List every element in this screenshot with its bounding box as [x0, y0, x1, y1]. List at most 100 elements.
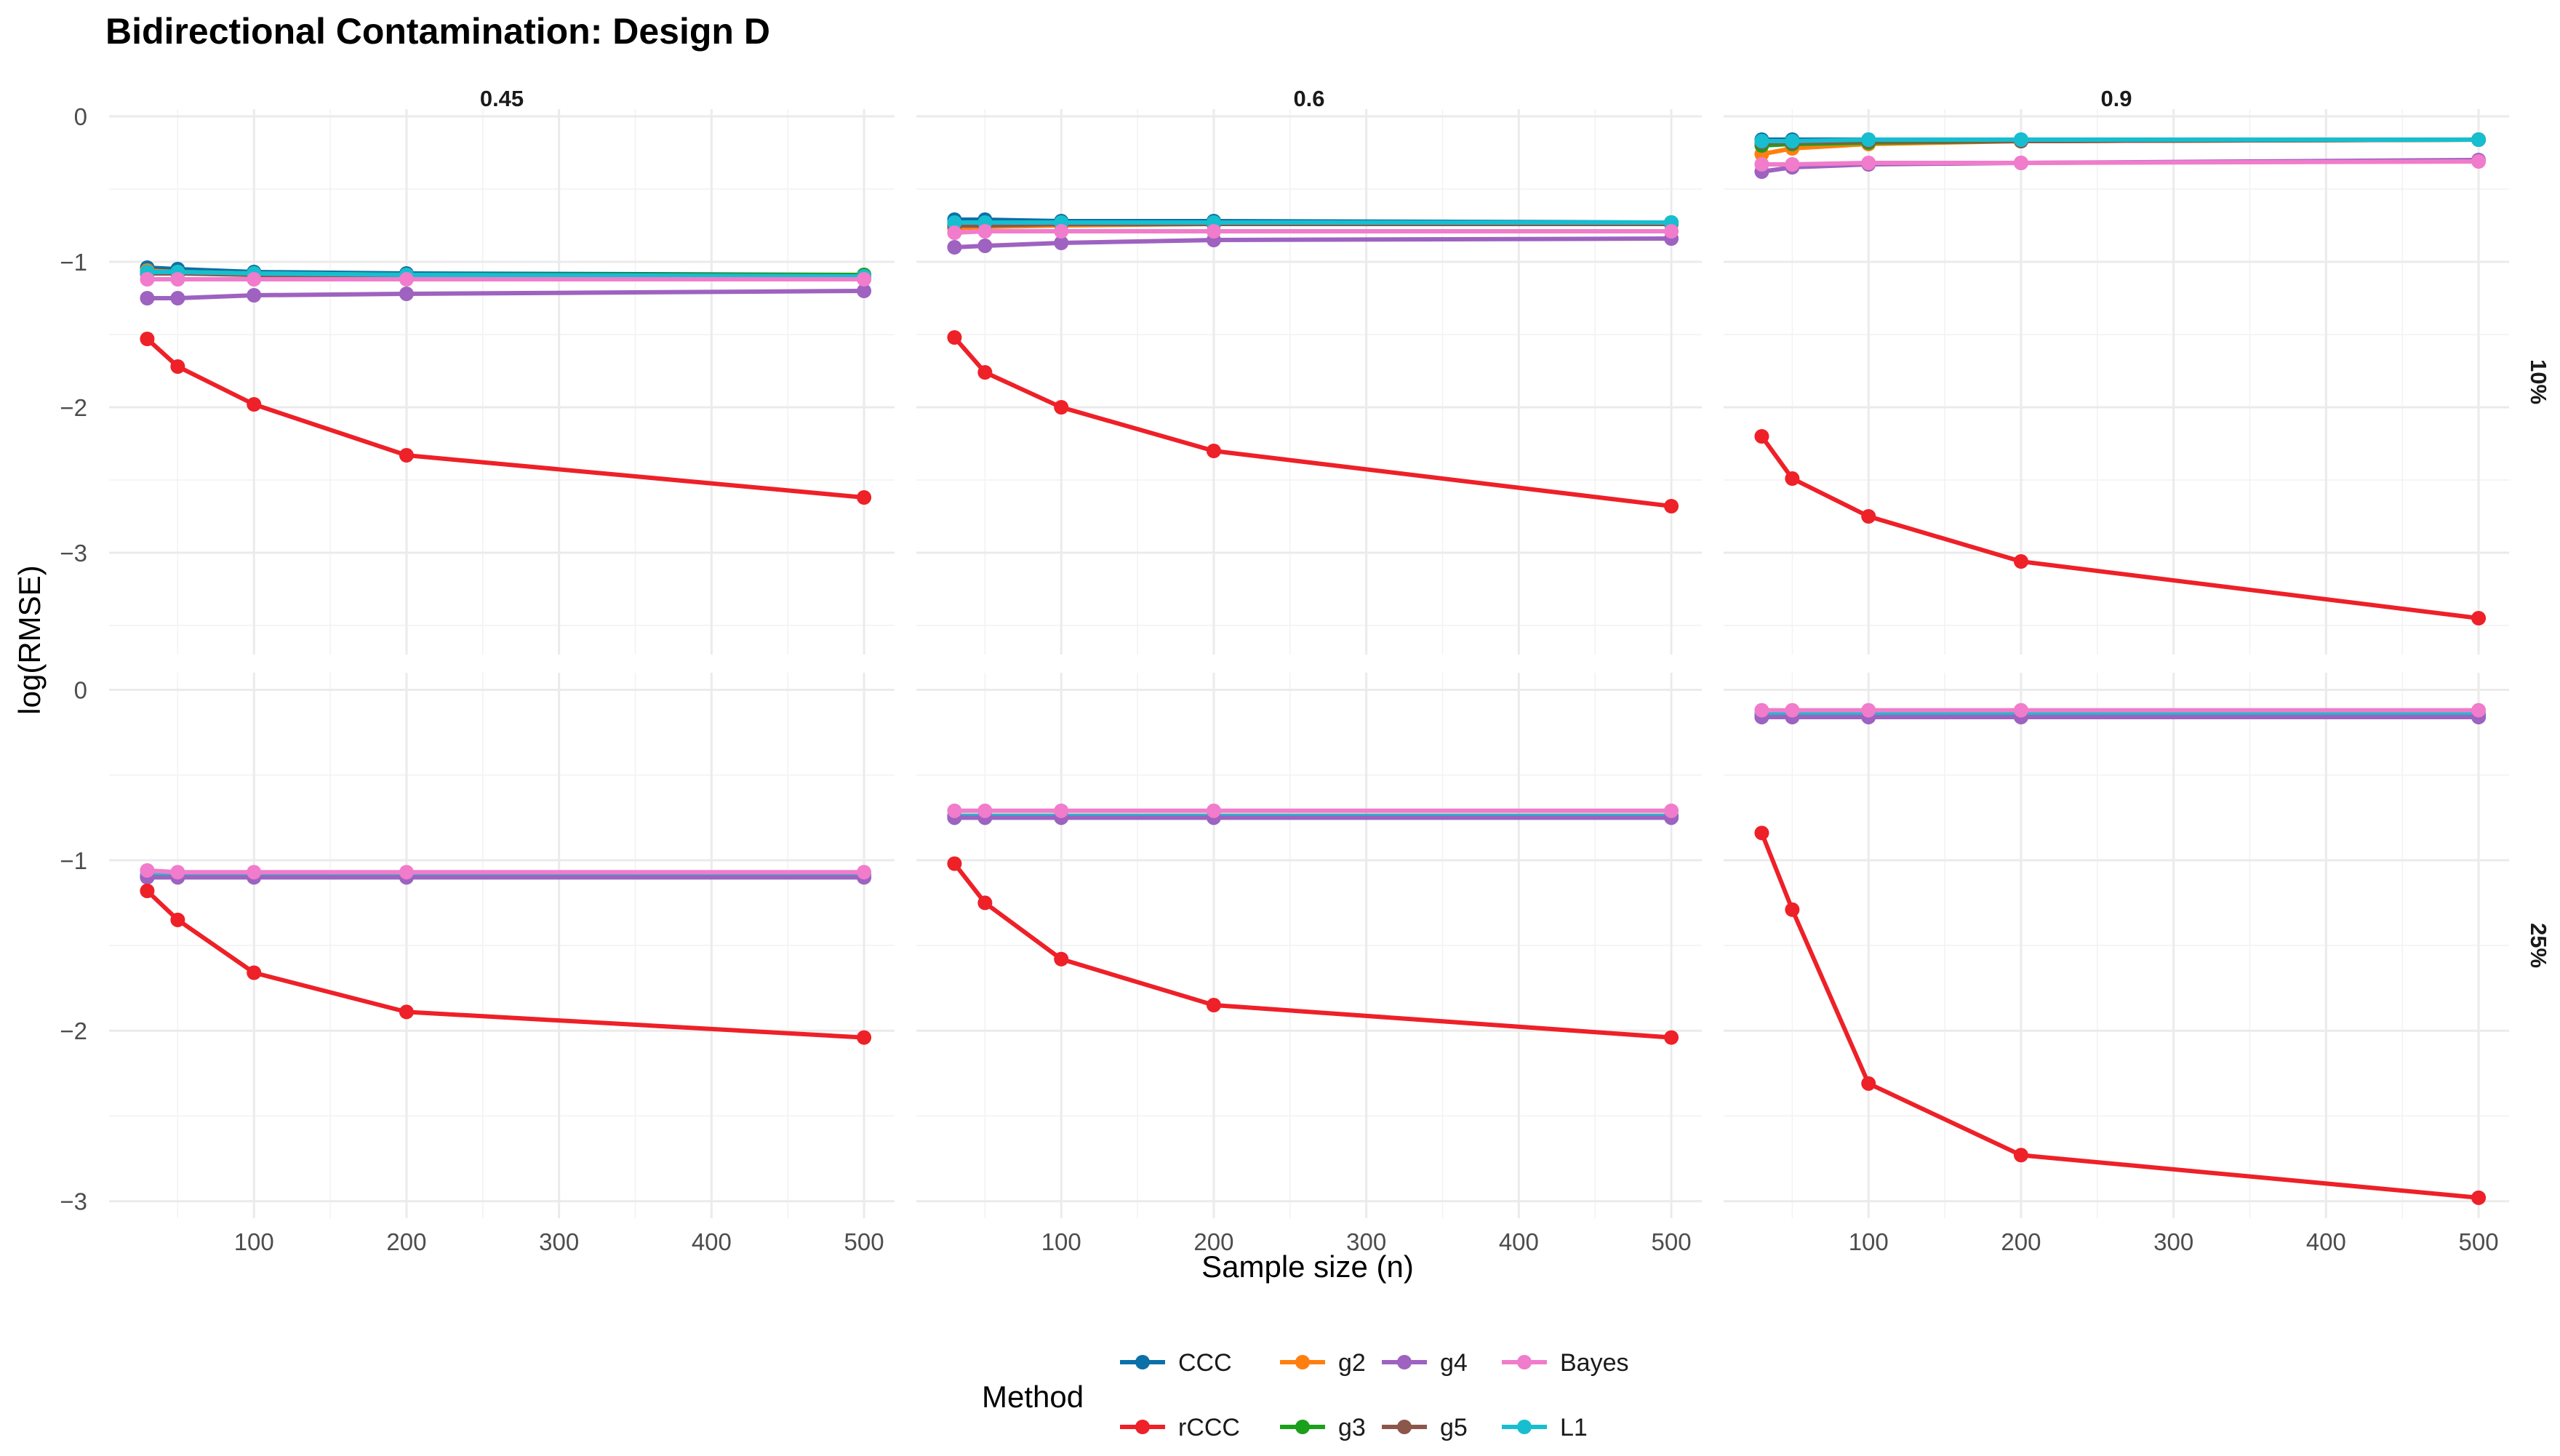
- data-point-Bayes: [399, 272, 414, 287]
- data-point-rCCC: [170, 912, 185, 927]
- legend-key-rCCC: [1120, 1420, 1165, 1434]
- data-point-Bayes: [977, 224, 993, 239]
- legend-key-g2: [1280, 1355, 1325, 1369]
- data-point-Bayes: [170, 272, 185, 287]
- data-point-Bayes: [1861, 703, 1876, 718]
- data-point-Bayes: [857, 272, 872, 287]
- chart-title: Bidirectional Contamination: Design D: [105, 11, 770, 52]
- data-point-rCCC: [857, 1030, 872, 1045]
- data-point-g4: [857, 284, 872, 298]
- data-point-g4: [170, 291, 185, 305]
- data-point-rCCC: [947, 330, 962, 345]
- y-tick-label: −2: [60, 394, 87, 421]
- legend-key-marker: [1397, 1355, 1412, 1369]
- legend-key-marker: [1517, 1355, 1532, 1369]
- data-point-rCCC: [1206, 998, 1221, 1013]
- data-point-Bayes: [2013, 703, 2028, 718]
- data-point-Bayes: [1754, 703, 1769, 718]
- legend-label-g4: g4: [1440, 1349, 1468, 1377]
- data-point-rCCC: [947, 856, 962, 871]
- data-point-rCCC: [247, 397, 262, 412]
- x-tick-label: 300: [1346, 1228, 1386, 1255]
- legend-label-rCCC: rCCC: [1178, 1414, 1240, 1441]
- x-tick-label: 400: [2306, 1228, 2346, 1255]
- data-point-rCCC: [1206, 444, 1221, 458]
- data-point-Bayes: [1206, 224, 1221, 239]
- data-point-L1: [1861, 132, 1876, 147]
- data-point-Bayes: [977, 803, 993, 818]
- y-tick-label: −3: [60, 1188, 87, 1215]
- data-point-g4: [140, 291, 155, 305]
- data-point-g4: [947, 240, 962, 255]
- data-point-Bayes: [2013, 156, 2028, 170]
- data-point-Bayes: [1785, 157, 1800, 172]
- data-point-Bayes: [1054, 803, 1069, 818]
- facet-panels: 0.45 0.6 0.9 10% 25% 0 −1 −2 −3 0 −1 −2 −3 100 200 300 4…: [60, 86, 2551, 1255]
- data-point-rCCC: [977, 895, 993, 911]
- data-point-Bayes: [170, 865, 185, 880]
- facet-panel: [916, 109, 1702, 655]
- y-tick-label: −2: [60, 1017, 87, 1044]
- data-point-L1: [2471, 132, 2487, 147]
- data-point-Bayes: [140, 863, 155, 878]
- y-tick-label: −1: [60, 847, 87, 874]
- legend-title: Method: [982, 1380, 1084, 1414]
- data-point-rCCC: [857, 490, 872, 505]
- y-tick-label: −3: [60, 540, 87, 567]
- data-point-g4: [1054, 236, 1069, 250]
- data-point-L1: [1754, 134, 1769, 148]
- x-tick-label: 200: [1193, 1228, 1233, 1255]
- data-point-rCCC: [1054, 951, 1069, 967]
- data-point-rCCC: [399, 448, 414, 463]
- legend-key-marker: [1295, 1355, 1310, 1369]
- x-tick-label: 200: [2001, 1228, 2041, 1255]
- data-point-rCCC: [1785, 902, 1800, 917]
- facet-panel: 0 −1 −2 −3: [60, 103, 895, 655]
- facet-strip-col-label: 0.9: [2100, 86, 2132, 111]
- data-point-Bayes: [1861, 156, 1876, 170]
- data-point-Bayes: [140, 272, 155, 287]
- data-point-L1: [1785, 134, 1800, 148]
- data-point-rCCC: [2471, 611, 2487, 625]
- data-point-g4: [247, 288, 262, 303]
- legend-label-CCC: CCC: [1178, 1349, 1232, 1377]
- legend-key-marker: [1295, 1420, 1310, 1434]
- legend-key-L1: [1502, 1420, 1547, 1434]
- data-point-Bayes: [247, 272, 262, 287]
- legend-key-Bayes: [1502, 1355, 1547, 1369]
- data-point-rCCC: [140, 884, 155, 898]
- data-point-rCCC: [1861, 509, 1876, 524]
- x-axis-title: Sample size (n): [1201, 1249, 1414, 1284]
- legend-label-g2: g2: [1338, 1349, 1366, 1377]
- legend-key-marker: [1135, 1355, 1150, 1369]
- data-point-rCCC: [2471, 1190, 2487, 1205]
- x-tick-label: 500: [2459, 1228, 2499, 1255]
- legend-key-g4: [1382, 1355, 1427, 1369]
- facet-panel: [1724, 109, 2509, 655]
- data-point-Bayes: [2471, 703, 2487, 718]
- data-point-rCCC: [977, 365, 993, 380]
- legend-key-marker: [1135, 1420, 1150, 1434]
- data-point-Bayes: [857, 865, 872, 880]
- data-point-Bayes: [1785, 703, 1800, 718]
- legend-key-g3: [1280, 1420, 1325, 1434]
- data-point-rCCC: [1754, 825, 1769, 841]
- data-point-rCCC: [1664, 1030, 1679, 1045]
- legend-label-g5: g5: [1440, 1414, 1468, 1441]
- data-point-rCCC: [140, 332, 155, 346]
- data-point-Bayes: [1664, 803, 1679, 818]
- y-axis-title: log(RMSE): [12, 565, 47, 714]
- data-point-g4: [977, 239, 993, 253]
- legend: Method CCC rCCC g2 g3 g4 g5 Bayes L1: [982, 1349, 1629, 1441]
- x-tick-label: 400: [1499, 1228, 1539, 1255]
- x-tick-label: 200: [386, 1228, 426, 1255]
- y-tick-label: 0: [74, 676, 87, 703]
- data-point-Bayes: [947, 803, 962, 818]
- legend-label-L1: L1: [1560, 1414, 1588, 1441]
- x-tick-label: 300: [2153, 1228, 2193, 1255]
- x-tick-label: 100: [1849, 1228, 1889, 1255]
- data-point-Bayes: [1664, 224, 1679, 239]
- x-tick-label: 100: [234, 1228, 274, 1255]
- legend-key-CCC: [1120, 1355, 1165, 1369]
